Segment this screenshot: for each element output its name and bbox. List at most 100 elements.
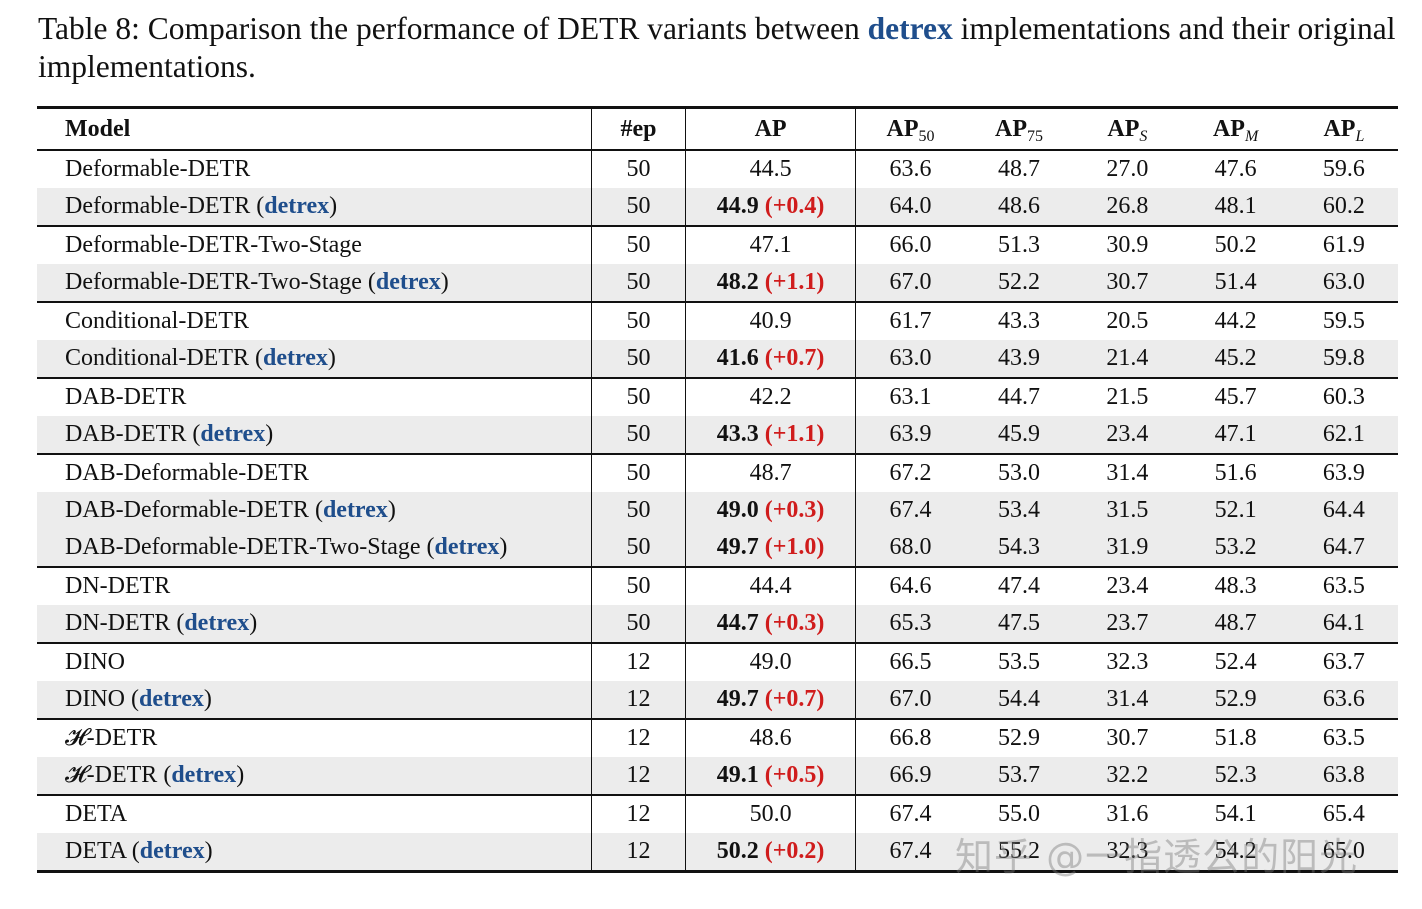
cell-aps: 32.2 — [1073, 757, 1182, 795]
cell-model: Conditional-DETR (detrex) — [37, 340, 593, 378]
cell-ep: 50 — [591, 301, 686, 340]
cell-model: Deformable-DETR — [37, 149, 593, 188]
cell-ap: 41.6 (+0.7) — [685, 340, 857, 378]
cell-ap75: 48.7 — [964, 149, 1074, 188]
cell-apl: 64.1 — [1289, 605, 1398, 643]
table-row: DAB-Deformable-DETR (detrex) 50 49.0 (+0.3… — [37, 492, 1398, 529]
cell-apm: 51.4 — [1181, 264, 1290, 302]
table-row: Deformable-DETR-Two-Stage 50 47.1 66.0 51.3 3… — [37, 225, 1398, 264]
cell-aps: 30.7 — [1073, 264, 1182, 302]
cell-ep: 50 — [591, 340, 686, 378]
cell-apm: 52.4 — [1181, 642, 1290, 681]
detrex-label: detrex — [264, 193, 330, 219]
cell-apl: 63.5 — [1289, 718, 1398, 757]
header-row: Model #ep AP AP50 AP75 APS APM APL — [37, 107, 1398, 151]
cell-ap: 48.6 — [685, 718, 857, 757]
cell-ap75: 55.2 — [964, 833, 1074, 873]
detrex-label: detrex — [139, 838, 205, 864]
cell-ap50: 67.4 — [855, 794, 965, 833]
cell-aps: 31.9 — [1073, 529, 1182, 567]
cell-aps: 23.4 — [1073, 566, 1182, 605]
table-row: 𝓗-DETR 12 48.6 66.8 52.9 30.7 51.8 63.5 — [37, 718, 1398, 757]
cell-apm: 54.2 — [1181, 833, 1290, 873]
table-row: Conditional-DETR 50 40.9 61.7 43.3 20.5 44.2 59… — [37, 301, 1398, 340]
cell-model: DAB-Deformable-DETR — [37, 453, 593, 492]
cell-ap50: 67.4 — [855, 833, 965, 873]
caption-prefix: Table 8: Comparison the performance of D… — [38, 11, 868, 46]
detrex-label: detrex — [262, 345, 328, 371]
cell-ap50: 63.9 — [855, 416, 965, 454]
cell-apm: 52.9 — [1181, 681, 1290, 719]
cell-model: Conditional-DETR — [37, 301, 593, 340]
cell-aps: 26.8 — [1073, 188, 1182, 226]
cell-aps: 20.5 — [1073, 301, 1182, 340]
cell-apl: 61.9 — [1289, 225, 1398, 264]
cell-ap75: 54.3 — [964, 529, 1074, 567]
cell-ap: 49.1 (+0.5) — [685, 757, 857, 795]
cell-model: 𝓗-DETR (detrex) — [37, 757, 593, 795]
cell-apl: 63.7 — [1289, 642, 1398, 681]
cell-ep: 50 — [591, 149, 686, 188]
cell-ap: 42.2 — [685, 377, 857, 416]
cell-ap: 48.2 (+1.1) — [685, 264, 857, 302]
header-ap: AP — [685, 107, 857, 151]
cell-apm: 54.1 — [1181, 794, 1290, 833]
cell-apl: 63.0 — [1289, 264, 1398, 302]
ap-delta: (+0.5) — [764, 762, 825, 788]
ap-delta: (+0.3) — [764, 497, 825, 523]
cell-model: Deformable-DETR-Two-Stage (detrex) — [37, 264, 593, 302]
cell-apm: 51.6 — [1181, 453, 1290, 492]
cell-ap: 47.1 — [685, 225, 857, 264]
cell-ap50: 66.8 — [855, 718, 965, 757]
caption-suffix: implementations and their original imple… — [38, 11, 1396, 84]
header-apm: APM — [1181, 107, 1290, 151]
cell-model: DINO (detrex) — [37, 681, 593, 719]
cell-ap50: 61.7 — [855, 301, 965, 340]
cell-ap75: 52.9 — [964, 718, 1074, 757]
cell-ap50: 67.2 — [855, 453, 965, 492]
cell-apm: 53.2 — [1181, 529, 1290, 567]
cell-apm: 45.7 — [1181, 377, 1290, 416]
cell-ap50: 67.0 — [855, 681, 965, 719]
cell-ap: 44.7 (+0.3) — [685, 605, 857, 643]
cell-ap50: 66.0 — [855, 225, 965, 264]
cell-aps: 32.3 — [1073, 833, 1182, 873]
cell-ep: 50 — [591, 264, 686, 302]
cell-ep: 12 — [591, 757, 686, 795]
cell-aps: 30.7 — [1073, 718, 1182, 757]
cell-ap: 40.9 — [685, 301, 857, 340]
cell-apl: 63.5 — [1289, 566, 1398, 605]
cell-ep: 50 — [591, 566, 686, 605]
cell-apm: 48.7 — [1181, 605, 1290, 643]
detrex-label: detrex — [171, 762, 237, 788]
cell-apm: 51.8 — [1181, 718, 1290, 757]
cell-apm: 47.6 — [1181, 149, 1290, 188]
cell-ap75: 47.4 — [964, 566, 1074, 605]
cell-aps: 31.4 — [1073, 453, 1182, 492]
cell-aps: 23.4 — [1073, 416, 1182, 454]
cell-ap75: 43.9 — [964, 340, 1074, 378]
table-row: DN-DETR (detrex) 50 44.7 (+0.3) 65.3 47.5 23.… — [37, 605, 1398, 643]
table-row: DAB-Deformable-DETR 50 48.7 67.2 53.0 31.4 51.… — [37, 453, 1398, 492]
cell-ep: 50 — [591, 605, 686, 643]
detrex-label: detrex — [139, 686, 204, 712]
cell-model: Deformable-DETR-Two-Stage — [37, 225, 593, 264]
cell-model: Deformable-DETR (detrex) — [37, 188, 593, 226]
cell-model: DINO — [37, 642, 593, 681]
header-ap75: AP75 — [964, 107, 1074, 151]
cell-aps: 23.7 — [1073, 605, 1182, 643]
header-apl: APL — [1289, 107, 1398, 151]
cell-model: DAB-DETR (detrex) — [37, 416, 593, 454]
table-row: 𝓗-DETR (detrex) 12 49.1 (+0.5) 66.9 53.7 32.2… — [37, 757, 1398, 795]
cell-ep: 12 — [591, 833, 686, 873]
cell-ap75: 52.2 — [964, 264, 1074, 302]
table-row: Conditional-DETR (detrex) 50 41.6 (+0.7) 63… — [37, 340, 1398, 378]
cell-model: DAB-Deformable-DETR-Two-Stage (detrex) — [37, 529, 593, 567]
cell-ep: 12 — [591, 794, 686, 833]
table-row: Deformable-DETR 50 44.5 63.6 48.7 27.0 47.6 59.… — [37, 149, 1398, 188]
ap-delta: (+1.1) — [764, 269, 825, 295]
cell-model: DAB-DETR — [37, 377, 593, 416]
table-row: DAB-DETR 50 42.2 63.1 44.7 21.5 45.7 60.3 — [37, 377, 1398, 416]
header-ap50: AP50 — [855, 107, 965, 151]
cell-ap50: 63.6 — [855, 149, 965, 188]
